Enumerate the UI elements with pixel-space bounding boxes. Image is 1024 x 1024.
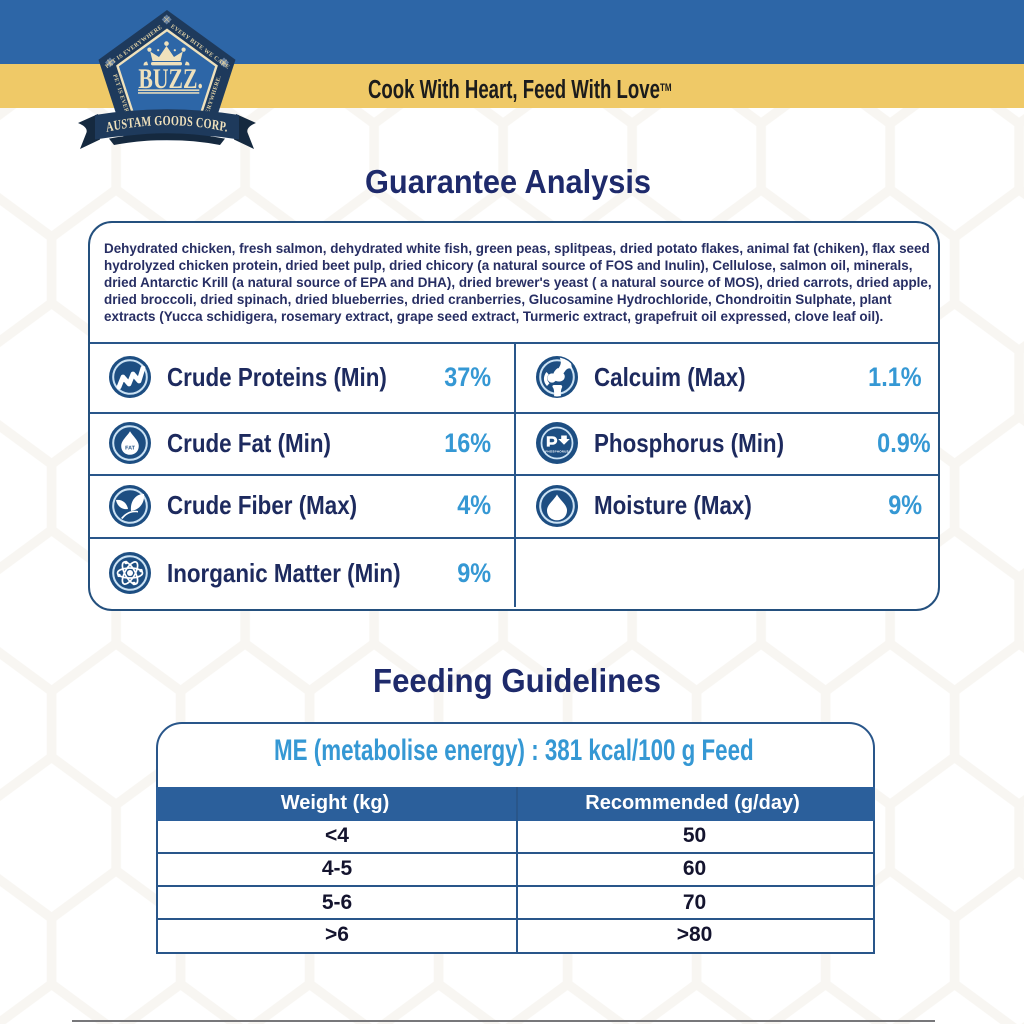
svg-text:PHOSPHORUS: PHOSPHORUS xyxy=(545,450,568,454)
svg-text:AUSTAM GOODS CORP.: AUSTAM GOODS CORP. xyxy=(105,114,228,136)
svg-text:FAT: FAT xyxy=(125,446,135,452)
